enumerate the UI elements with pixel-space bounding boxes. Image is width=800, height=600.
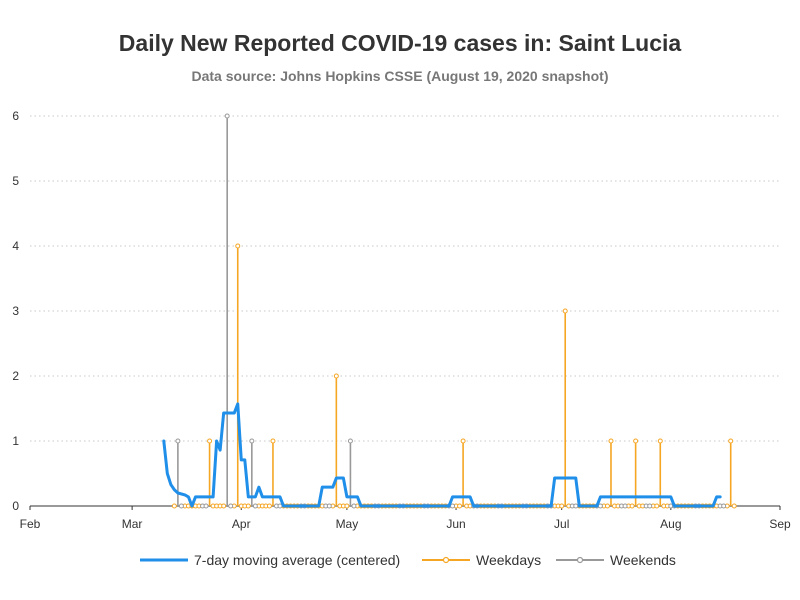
weekday-marker <box>460 438 466 444</box>
weekend-marker <box>228 503 234 509</box>
x-tick-label: Jul <box>554 517 569 531</box>
weekend-marker <box>573 503 579 509</box>
weekday-marker <box>654 503 660 509</box>
y-tick-label: 3 <box>12 304 19 318</box>
x-tick-label: Jun <box>446 517 465 531</box>
weekend-marker <box>249 438 255 444</box>
weekday-marker <box>731 503 737 509</box>
weekend-marker <box>351 503 357 509</box>
weekend-marker <box>203 503 209 509</box>
x-axis: Feb Mar Apr May Jun Jul Aug Sep <box>20 505 791 531</box>
y-tick-label: 4 <box>12 239 19 253</box>
weekday-marker <box>333 373 339 379</box>
legend-item-weekdays[interactable]: Weekdays <box>422 552 541 568</box>
weekday-marker <box>657 438 663 444</box>
x-tick-label: Apr <box>232 517 251 531</box>
weekend-marker <box>252 503 258 509</box>
weekday-marker <box>235 243 241 249</box>
legend-label-weekdays: Weekdays <box>476 552 541 568</box>
moving-average-line <box>162 402 722 508</box>
x-tick-label: May <box>336 517 359 531</box>
grid-lines <box>30 115 780 442</box>
weekday-marker <box>207 438 213 444</box>
legend: 7-day moving average (centered) Weekdays… <box>140 552 676 568</box>
legend-label-weekends: Weekends <box>610 552 676 568</box>
weekday-marker <box>604 503 610 509</box>
legend-marker-weekdays <box>442 556 450 564</box>
x-tick-label: Aug <box>660 517 681 531</box>
weekday-marker <box>562 308 568 314</box>
y-tick-label: 0 <box>12 499 19 513</box>
weekend-marker <box>347 438 353 444</box>
weekday-marker <box>270 438 276 444</box>
y-axis-ticks: 0 1 2 3 4 5 6 <box>12 109 19 513</box>
weekday-marker <box>266 503 272 509</box>
y-tick-label: 5 <box>12 174 19 188</box>
legend-item-moving-average[interactable]: 7-day moving average (centered) <box>140 552 400 568</box>
weekend-marker <box>622 503 628 509</box>
weekday-marker <box>245 503 251 509</box>
weekend-marker <box>721 503 727 509</box>
moving-average-series <box>162 402 722 508</box>
weekday-marker <box>608 438 614 444</box>
weekday-marker <box>633 438 639 444</box>
legend-label-moving-average: 7-day moving average (centered) <box>194 552 400 568</box>
weekend-marker <box>224 113 230 119</box>
weekday-marker <box>221 503 227 509</box>
weekday-marker <box>559 503 565 509</box>
weekday-marker <box>629 503 635 509</box>
x-tick-label: Sep <box>769 517 791 531</box>
chart-title: Daily New Reported COVID-19 cases in: Sa… <box>118 30 682 56</box>
weekend-marker <box>175 438 181 444</box>
weekend-marker <box>178 503 184 509</box>
y-tick-label: 6 <box>12 109 19 123</box>
legend-marker-weekends <box>576 556 584 564</box>
weekday-marker <box>728 438 734 444</box>
weekend-marker <box>326 503 332 509</box>
weekday-marker <box>457 503 463 509</box>
legend-item-weekends[interactable]: Weekends <box>556 552 676 568</box>
x-tick-label: Feb <box>20 517 41 531</box>
x-tick-label: Mar <box>122 517 143 531</box>
weekend-marker <box>647 503 653 509</box>
weekday-marker <box>171 503 177 509</box>
y-tick-label: 2 <box>12 369 19 383</box>
y-tick-label: 1 <box>12 434 19 448</box>
chart-subtitle: Data source: Johns Hopkins CSSE (August … <box>191 68 609 84</box>
weekday-marker <box>344 503 350 509</box>
